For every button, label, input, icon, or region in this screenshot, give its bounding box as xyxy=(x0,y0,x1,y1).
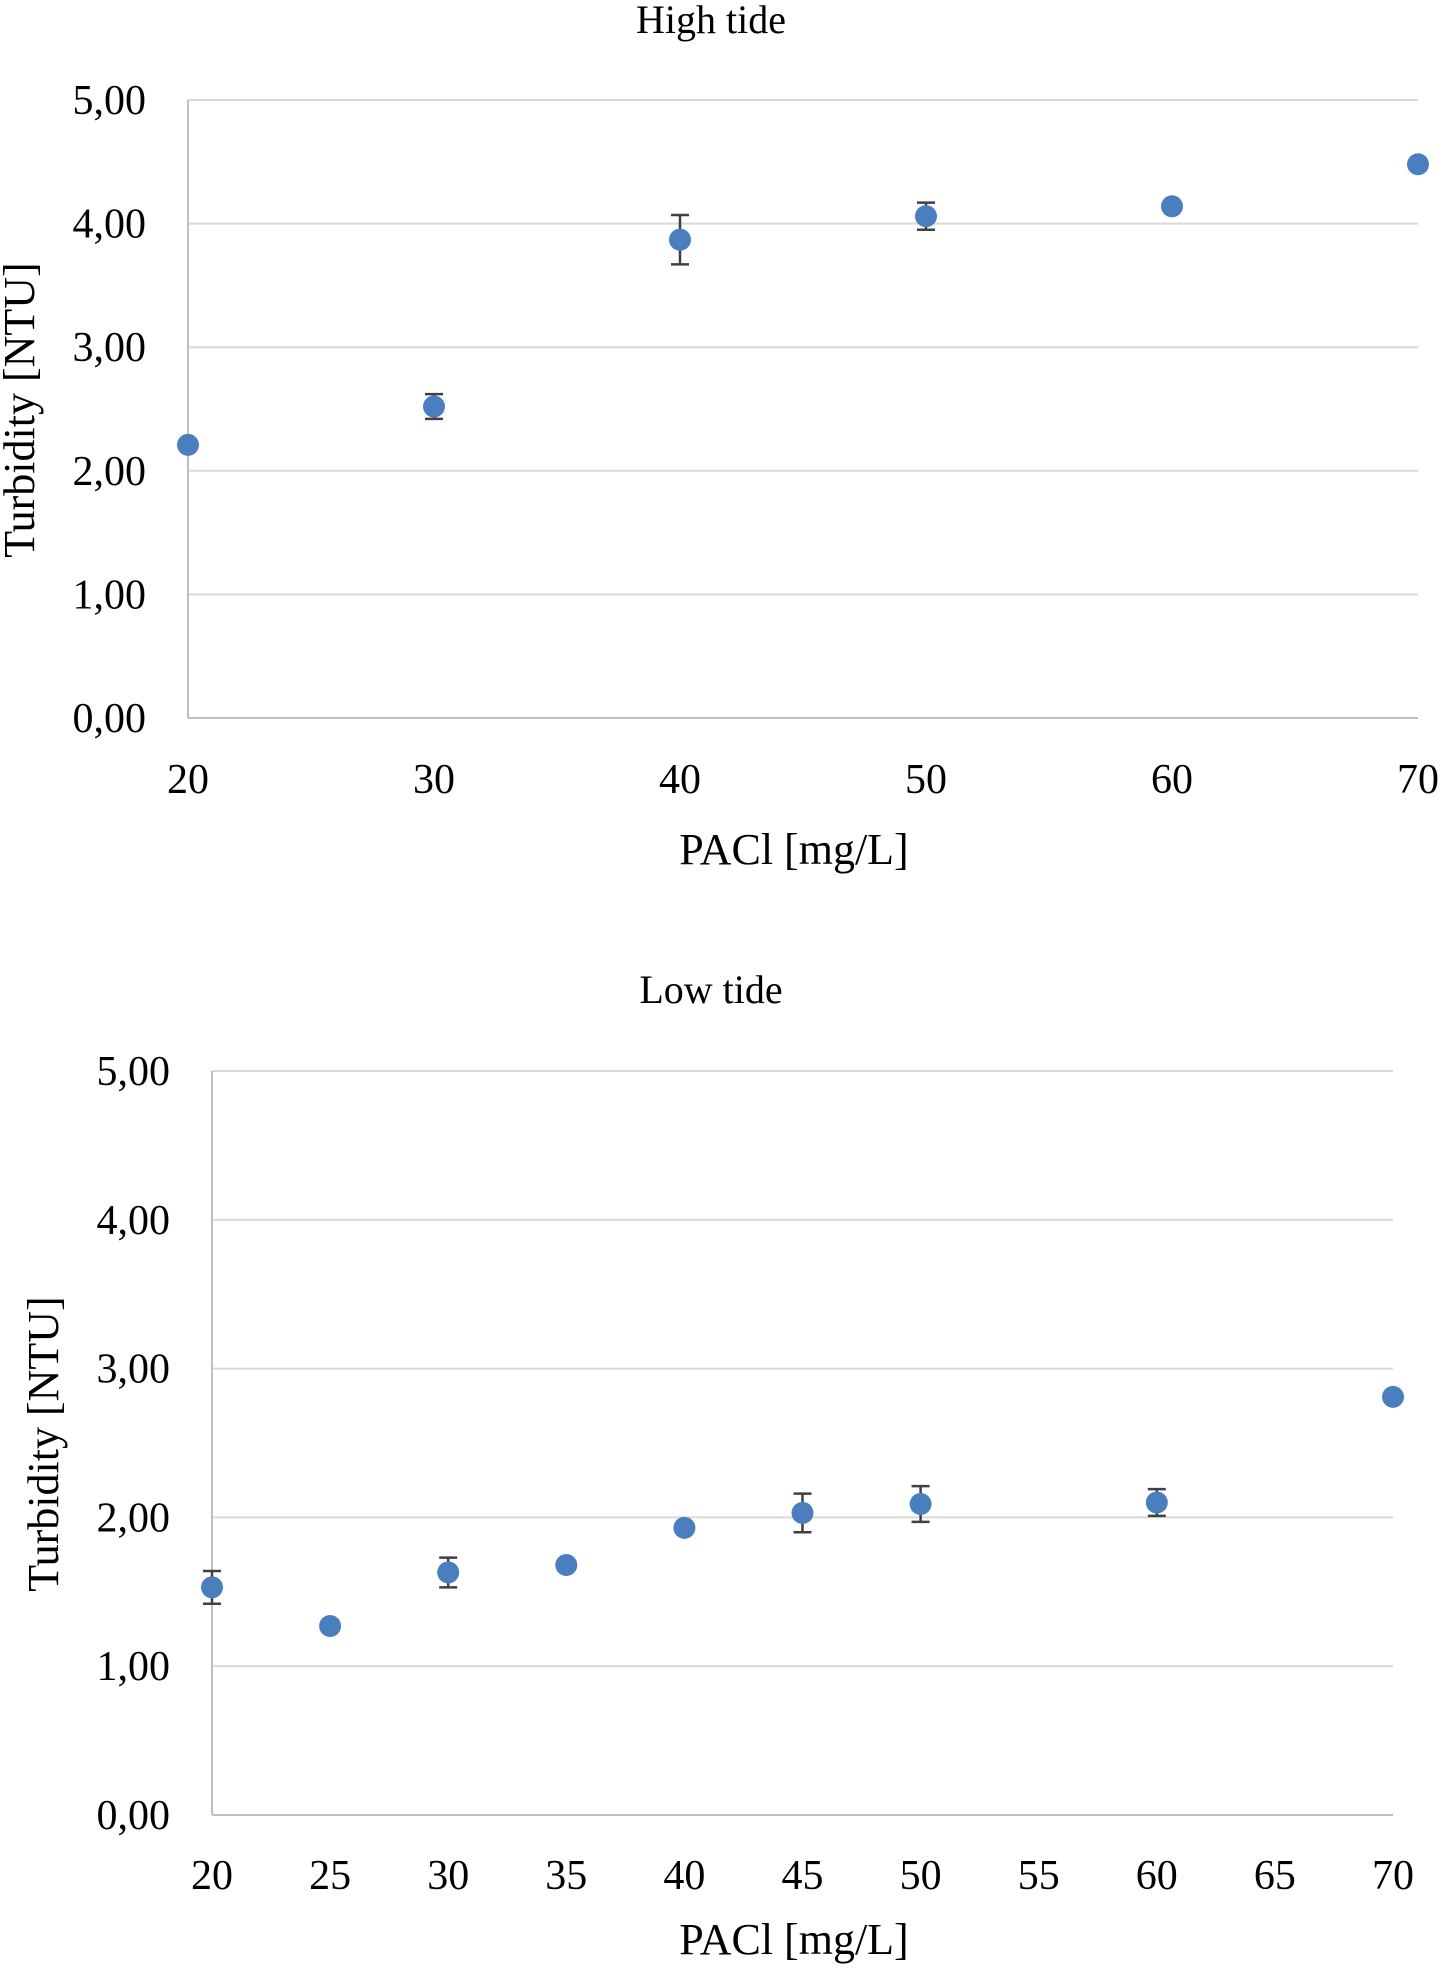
y-tick-label: 3,00 xyxy=(73,325,147,371)
y-tick-label: 3,00 xyxy=(97,1347,171,1393)
x-tick-label: 60 xyxy=(1136,1853,1178,1899)
data-point xyxy=(201,1576,223,1599)
data-point xyxy=(437,1561,460,1584)
y-tick-label: 0,00 xyxy=(97,1793,171,1839)
x-tick-label: 25 xyxy=(309,1853,351,1899)
data-point xyxy=(909,1493,932,1516)
y-tick-label: 0,00 xyxy=(73,696,147,742)
y-tick-label: 4,00 xyxy=(73,202,147,248)
y-tick-label: 1,00 xyxy=(73,572,147,618)
chart-title: Low tide xyxy=(639,967,782,1012)
chart-title: High tide xyxy=(636,0,786,42)
y-tick-label: 2,00 xyxy=(73,449,147,495)
x-tick-label: 45 xyxy=(782,1853,824,1899)
x-tick-label: 30 xyxy=(413,757,455,803)
data-point xyxy=(1145,1491,1168,1514)
data-point xyxy=(791,1501,814,1524)
data-point xyxy=(319,1615,342,1638)
y-tick-label: 5,00 xyxy=(73,78,147,124)
low-tide-chart: Low tide Turbidity [NTU] PACl [mg/L] 0,0… xyxy=(19,967,1414,1964)
x-tick-label: 40 xyxy=(659,757,701,803)
x-tick-label: 20 xyxy=(167,757,209,803)
x-tick-label: 65 xyxy=(1254,1853,1296,1899)
x-tick-label: 50 xyxy=(905,757,947,803)
y-tick-label: 5,00 xyxy=(97,1049,171,1095)
x-tick-label: 20 xyxy=(191,1853,233,1899)
x-axis-label: PACl [mg/L] xyxy=(679,1915,908,1964)
data-point xyxy=(1382,1385,1404,1408)
data-point xyxy=(1161,195,1183,218)
data-point xyxy=(673,1516,696,1539)
x-tick-label: 40 xyxy=(663,1853,705,1899)
x-tick-label: 60 xyxy=(1151,757,1193,803)
y-axis-label: Turbidity [NTU] xyxy=(19,1296,68,1591)
x-tick-label: 55 xyxy=(1018,1853,1060,1899)
y-tick-label: 2,00 xyxy=(97,1495,171,1541)
y-axis-label: Turbidity [NTU] xyxy=(0,262,44,557)
x-tick-label: 30 xyxy=(427,1853,469,1899)
data-point xyxy=(915,205,937,228)
y-tick-label: 4,00 xyxy=(97,1198,171,1244)
data-point xyxy=(1407,153,1429,176)
x-tick-label: 50 xyxy=(900,1853,942,1899)
x-axis-label: PACl [mg/L] xyxy=(679,825,908,874)
data-point xyxy=(555,1554,578,1577)
x-tick-label: 70 xyxy=(1372,1853,1414,1899)
data-point xyxy=(669,228,691,251)
data-point xyxy=(423,395,445,418)
y-tick-label: 1,00 xyxy=(97,1644,171,1690)
data-point xyxy=(177,433,199,456)
x-tick-label: 70 xyxy=(1397,757,1439,803)
x-tick-label: 35 xyxy=(545,1853,587,1899)
high-tide-chart: High tide Turbidity [NTU] PACl [mg/L] 0,… xyxy=(0,0,1439,874)
